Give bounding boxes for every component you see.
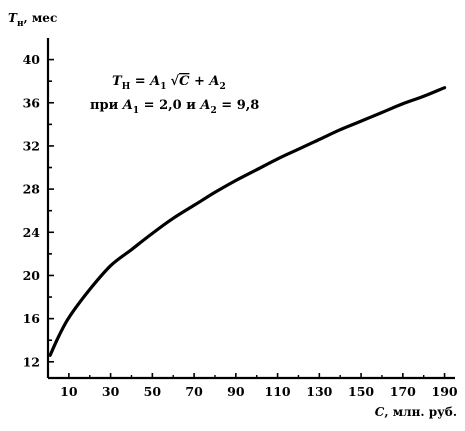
formula-a2-sub: 2 [219,82,225,92]
data-point [89,288,91,290]
y-axis-label: Tн, мес [8,11,57,29]
y-axis-label-var: T [8,11,18,25]
formula-line-2: при A1 = 2,0 и A2 = 9,8 [90,98,259,116]
series-points [49,87,445,357]
formula-prefix: при [90,98,123,113]
data-point [297,148,299,150]
axes [46,38,455,380]
data-point [130,249,132,251]
y-tick-label: 40 [23,52,41,67]
formula-line2-a1: A [121,98,133,113]
formula-line2-a2-val: = 9,8 [217,98,260,113]
formula-a1: A [148,74,160,89]
formula-sqrt: √ [171,74,180,89]
formula-lhs-var: T [112,74,123,89]
data-point [235,179,237,181]
data-point [444,87,446,89]
x-tick-label: 130 [306,384,332,399]
formula-c: C [179,74,190,89]
x-tick-label: 50 [144,384,162,399]
data-point [110,265,112,267]
y-tick-label: 36 [23,95,41,110]
series-line [48,86,447,357]
x-tick-label: 110 [265,384,291,399]
x-axis-label: C, млн. руб. [375,405,457,419]
data-point [151,232,153,234]
data-point [277,158,279,160]
x-tick-label: 170 [390,384,416,399]
data-point [318,138,320,140]
y-tick-label: 12 [23,354,40,369]
data-point [256,169,258,171]
data-point [402,103,404,105]
data-point [339,129,341,131]
x-tick-label: 90 [227,384,245,399]
data-point [57,336,59,338]
y-ticks: 12 16 20 24 28 32 36 40 [23,52,54,369]
data-point [172,217,174,219]
x-axis-label-var: C [375,405,385,419]
y-tick-label: 16 [23,311,41,326]
y-axis-label-unit: , мес [24,11,58,25]
x-ticks: 10 30 50 70 90 110 130 150 170 190 [60,373,458,399]
x-tick-label: 30 [102,384,120,399]
formula-lhs-sub: Н [122,82,131,92]
data-point [49,354,51,356]
y-tick-label: 28 [23,182,41,197]
x-tick-label: 150 [348,384,374,399]
y-axis-label-sub: н [17,19,24,29]
y-tick-label: 20 [23,268,41,283]
formula-plus: + [189,74,209,89]
data-point [68,317,70,319]
x-axis-label-unit: , млн. руб. [384,405,457,419]
data-point [381,111,383,113]
x-tick-label: 70 [185,384,203,399]
formula-a2: A [207,74,219,89]
y-tick-label: 32 [23,138,40,153]
formula-a1-sub: 1 [160,82,166,92]
formula-line2-a1-sub: 1 [133,106,139,116]
data-point [193,204,195,206]
x-tick-label: 10 [60,384,78,399]
y-tick-label: 24 [23,225,41,240]
formula-line2-a2-sub: 2 [211,106,217,116]
formula-equals: = [130,74,150,89]
x-tick-label: 190 [432,384,458,399]
formula-line2-a1-val: = 2,0 и [139,98,200,113]
data-point [360,120,362,122]
data-point [423,95,425,97]
data-point [214,191,216,193]
formula-line-1: TН = A1 √C + A2 [112,74,226,92]
formula-line2-a2: A [198,98,210,113]
